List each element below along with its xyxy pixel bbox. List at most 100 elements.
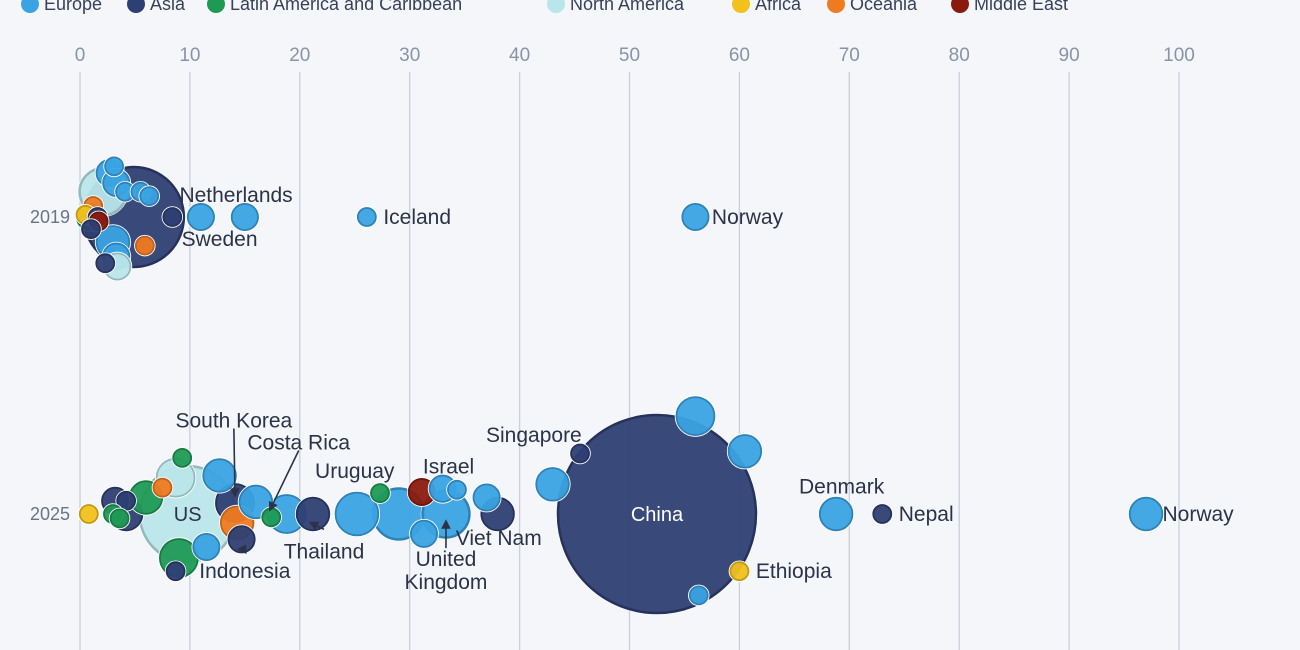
annotation-arrow <box>268 450 300 512</box>
row-label: 2025 <box>30 504 70 524</box>
bubble-outline <box>95 253 116 274</box>
bubble-outline <box>472 483 501 512</box>
x-tick-label: 60 <box>729 45 750 66</box>
bubble <box>103 155 125 178</box>
legend-item-3: North America <box>547 0 685 14</box>
bubble <box>687 584 710 607</box>
legend-item-1: Asia <box>127 0 186 14</box>
bubble-outline <box>556 413 758 615</box>
annotation-arrow <box>230 428 240 498</box>
bubble <box>161 206 184 228</box>
annotation: Costa Rica <box>247 432 350 512</box>
bubble <box>409 518 439 549</box>
bubble <box>1127 495 1165 533</box>
bubble <box>471 482 502 513</box>
annotation: Viet Nam <box>456 527 542 550</box>
bubble-outline <box>78 504 99 524</box>
bubble-outline <box>109 508 130 529</box>
legend-label: Africa <box>755 0 802 14</box>
annotation: Iceland <box>383 206 451 229</box>
annotation: Sweden <box>182 228 258 251</box>
bubble <box>569 442 591 465</box>
x-tick-label: 0 <box>75 45 86 66</box>
bubble-outline <box>409 519 439 548</box>
bubble <box>674 395 717 437</box>
annotation-arrow <box>308 521 325 531</box>
legend-swatch <box>827 0 845 13</box>
legend-swatch <box>732 0 750 13</box>
bubble-outline <box>116 490 137 511</box>
annotation: US <box>174 504 202 526</box>
bubble-outline <box>81 219 101 240</box>
bubble-outline <box>872 504 893 524</box>
x-axis-ticks: 0 10 20 30 40 50 60 70 80 90 100 <box>75 45 1195 66</box>
bubble <box>369 482 391 504</box>
bubble-outline <box>447 479 467 500</box>
bubble <box>134 234 156 257</box>
x-tick-label: 90 <box>1059 45 1080 66</box>
annotation-label: Norway <box>1163 503 1235 526</box>
annotation-label: Ethiopia <box>756 560 832 583</box>
row-labels: 2019 2025 <box>30 207 70 524</box>
bubble-outline <box>186 202 215 232</box>
bubble <box>191 532 222 562</box>
annotation: China <box>631 504 684 526</box>
annotation-label: Israel <box>423 456 474 479</box>
annotation: Norway <box>1163 503 1235 526</box>
bubble <box>818 495 855 533</box>
x-tick-label: 70 <box>839 45 860 66</box>
bubble-outline <box>152 477 173 498</box>
row-label: 2019 <box>30 207 70 227</box>
bubble-outline <box>172 447 193 468</box>
legend-item-6: Middle East <box>951 0 1068 14</box>
annotation: Thailand <box>284 521 364 563</box>
x-tick-label: 100 <box>1163 45 1195 66</box>
legend-item-4: Africa <box>732 0 802 14</box>
legend-swatch <box>127 0 145 13</box>
bubble <box>680 202 711 232</box>
bubble-outline <box>1128 496 1164 532</box>
bubble <box>78 503 100 525</box>
bubble <box>164 560 187 582</box>
bubble-outline <box>675 396 716 437</box>
annotation: Nepal <box>899 503 954 526</box>
legend-item-5: Oceania <box>827 0 918 14</box>
annotation-label: Uruguay <box>315 460 395 483</box>
bubble-outline <box>134 235 155 256</box>
annotation: South Korea <box>175 410 293 498</box>
bubble <box>294 495 332 533</box>
annotation: Indonesia <box>199 544 291 583</box>
legend-swatch <box>951 0 969 13</box>
x-tick-label: 40 <box>509 45 530 66</box>
bubble <box>108 507 131 530</box>
bubble <box>138 185 160 207</box>
bubble-outline <box>570 443 590 464</box>
legend-label: Asia <box>150 0 186 14</box>
annotation-label: Norway <box>712 206 784 229</box>
bubble-outline <box>192 532 221 562</box>
annotations: Netherlands Sweden Iceland Norway South Kore… <box>174 184 1234 594</box>
bubble <box>185 202 216 232</box>
bubble <box>94 252 117 274</box>
bubble-outline <box>356 207 377 227</box>
legend-label: Latin America and Caribbean <box>230 0 462 14</box>
bubble-outline <box>104 156 124 177</box>
annotation: Singapore <box>486 424 582 447</box>
annotation-label: Singapore <box>486 424 582 447</box>
legend-item-2: Latin America and Caribbean <box>207 0 462 14</box>
annotation: Denmark <box>799 476 885 499</box>
bubble <box>726 433 763 470</box>
bubble-outline <box>818 496 854 532</box>
bubble-outline <box>334 491 380 537</box>
bubble <box>151 476 174 499</box>
bubble <box>728 560 751 582</box>
bubble <box>356 206 378 228</box>
annotation: Netherlands <box>179 184 292 207</box>
annotation-label: China <box>631 504 684 526</box>
x-tick-label: 30 <box>399 45 420 66</box>
bubble-outline <box>688 585 709 606</box>
annotation: Israel <box>423 456 474 479</box>
annotation-label: Denmark <box>799 476 885 499</box>
legend-label: North America <box>570 0 685 14</box>
bubble <box>201 457 238 494</box>
